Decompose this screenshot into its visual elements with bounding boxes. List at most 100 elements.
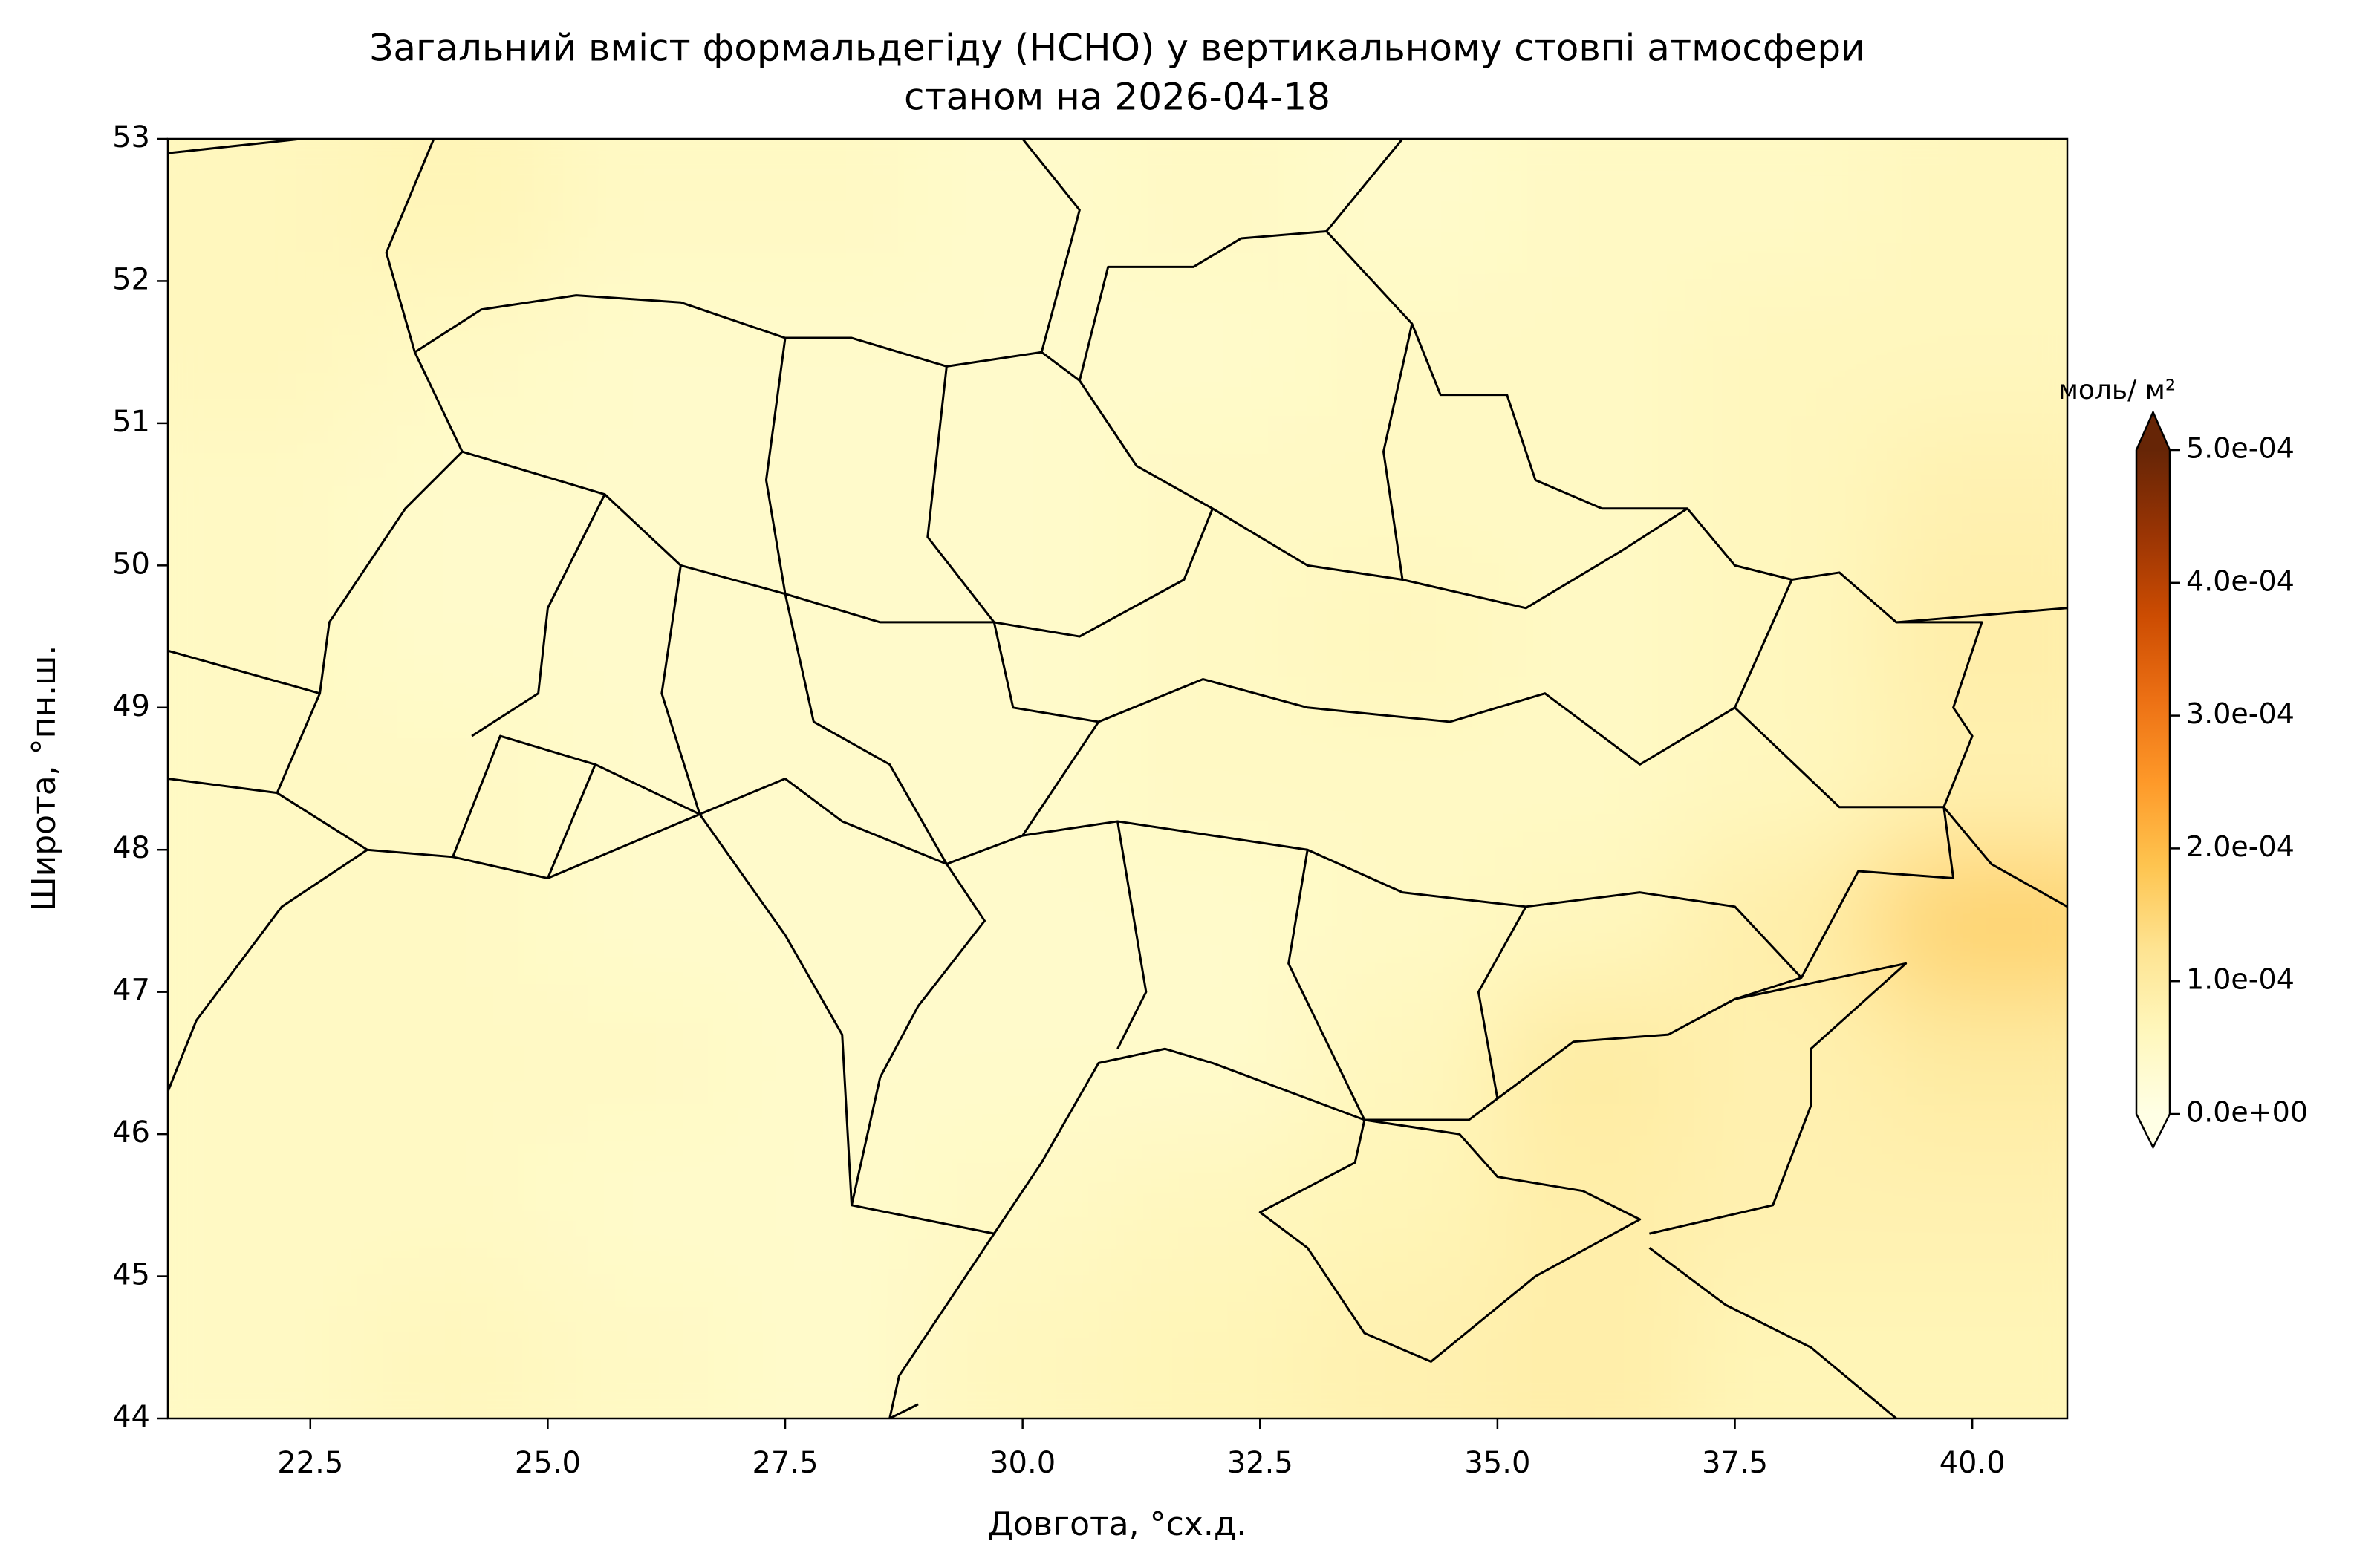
heat-cell [1307, 1134, 1498, 1277]
x-tick-label: 30.0 [989, 1446, 1056, 1480]
heat-cell [547, 1276, 739, 1418]
y-tick-label: 53 [112, 120, 150, 154]
heat-cell [168, 139, 359, 282]
heat-cell [357, 565, 549, 708]
heat-cell [357, 991, 549, 1136]
heat-cell [547, 139, 739, 282]
heat-cell [1117, 850, 1309, 993]
heat-cell [357, 850, 549, 993]
heat-cell [1307, 707, 1498, 851]
heat-cell [1307, 850, 1498, 993]
colorbar-tick-label: 3.0e-04 [2186, 697, 2295, 730]
y-tick-label: 50 [112, 547, 150, 581]
colorbar-extend-max [2136, 412, 2170, 450]
heat-cell [1117, 281, 1309, 424]
heat-cell [1687, 850, 1879, 993]
y-tick-label: 52 [112, 262, 150, 296]
colorbar-tick-label: 0.0e+00 [2186, 1096, 2308, 1129]
heat-cell [547, 1134, 739, 1277]
heat-cell [168, 1134, 359, 1277]
heat-cell [1117, 707, 1309, 851]
heat-cell [1117, 139, 1309, 282]
x-tick-label: 27.5 [752, 1446, 818, 1480]
axes: 22.5 25.0 27.5 30.0 32.5 35.0 37.5 40.0 44 45 46 47… [112, 120, 2006, 1480]
x-tick-label: 22.5 [277, 1446, 343, 1480]
heat-cell [1877, 1276, 2067, 1418]
heat-cell [1117, 565, 1309, 708]
heat-cell [1877, 139, 2067, 282]
heat-cell [357, 139, 549, 282]
heat-cell [1117, 423, 1309, 567]
heat-cell [1497, 281, 1688, 424]
heat-cell [1497, 707, 1688, 851]
heat-cell [1497, 565, 1688, 708]
heat-cell [168, 1276, 359, 1418]
heat-cell [1117, 1134, 1309, 1277]
heat-cell [1687, 139, 1879, 282]
chart-subtitle: станом на 2026-04-18 [904, 76, 1330, 119]
region-border [453, 324, 1944, 1120]
heat-cell [738, 850, 929, 993]
neighbor-border [168, 139, 2067, 1418]
heat-cell [1687, 281, 1879, 424]
x-tick-label: 37.5 [1702, 1446, 1768, 1480]
heat-cell [357, 1276, 549, 1418]
heat-cell [1307, 139, 1498, 282]
y-tick-label: 45 [112, 1258, 150, 1292]
y-tick-label: 44 [112, 1400, 150, 1434]
heat-cell [168, 707, 359, 851]
heat-cell [738, 565, 929, 708]
heat-cell [1497, 850, 1688, 993]
x-tick-label: 32.5 [1227, 1446, 1293, 1480]
border-layer [168, 139, 2067, 1418]
y-axis-label: Широта, °пн.ш. [25, 645, 63, 912]
heat-cell [1687, 1134, 1879, 1277]
heat-cell [1307, 423, 1498, 567]
heat-cell [357, 1134, 549, 1277]
heat-cell [927, 139, 1119, 282]
crimea-coast [1260, 1120, 1639, 1361]
heat-cell [1497, 991, 1688, 1136]
heat-cell [1877, 850, 2067, 993]
heat-cell [1497, 139, 1688, 282]
colorbar-label: моль/ м² [2058, 375, 2176, 405]
heat-cell [1687, 565, 1879, 708]
x-tick-label: 25.0 [515, 1446, 581, 1480]
heat-cell [738, 1276, 929, 1418]
heat-cell [1307, 1276, 1498, 1418]
heat-cell [168, 565, 359, 708]
coastline [890, 963, 1906, 1418]
plot-frame [166, 137, 2069, 1420]
heat-cell [1307, 565, 1498, 708]
borders [168, 139, 2067, 1418]
heat-cell [1877, 565, 2067, 708]
heat-cell [1877, 281, 2067, 424]
heat-cell [357, 423, 549, 567]
x-tick-label: 40.0 [1940, 1446, 2006, 1480]
heat-cell [1497, 423, 1688, 567]
heat-cell [927, 281, 1119, 424]
heat-cell [927, 991, 1119, 1136]
colorbar: моль/ м² 0.0e+00 1.0e-04 2.0e-04 3.0e-04 4.0… [2058, 375, 2308, 1150]
y-tick-label: 46 [112, 1115, 150, 1150]
heat-cell [168, 423, 359, 567]
colorbar-gradient [2136, 450, 2170, 1114]
x-tick-label: 35.0 [1464, 1446, 1530, 1480]
heat-cell [168, 991, 359, 1136]
heat-cell [1877, 1134, 2067, 1277]
colorbar-tick-label: 4.0e-04 [2186, 564, 2295, 597]
heat-cell [1877, 991, 2067, 1136]
y-tick-label: 51 [112, 405, 150, 439]
heat-cell [927, 1276, 1119, 1418]
heat-cell [1687, 707, 1879, 851]
y-tick-label: 48 [112, 831, 150, 865]
heat-cell [1687, 423, 1879, 567]
heat-cell [547, 991, 739, 1136]
heat-cell [547, 850, 739, 993]
heat-cell [357, 707, 549, 851]
heat-cell [738, 1134, 929, 1277]
country-border [277, 231, 1982, 1234]
colorbar-extend-min [2136, 1114, 2170, 1147]
